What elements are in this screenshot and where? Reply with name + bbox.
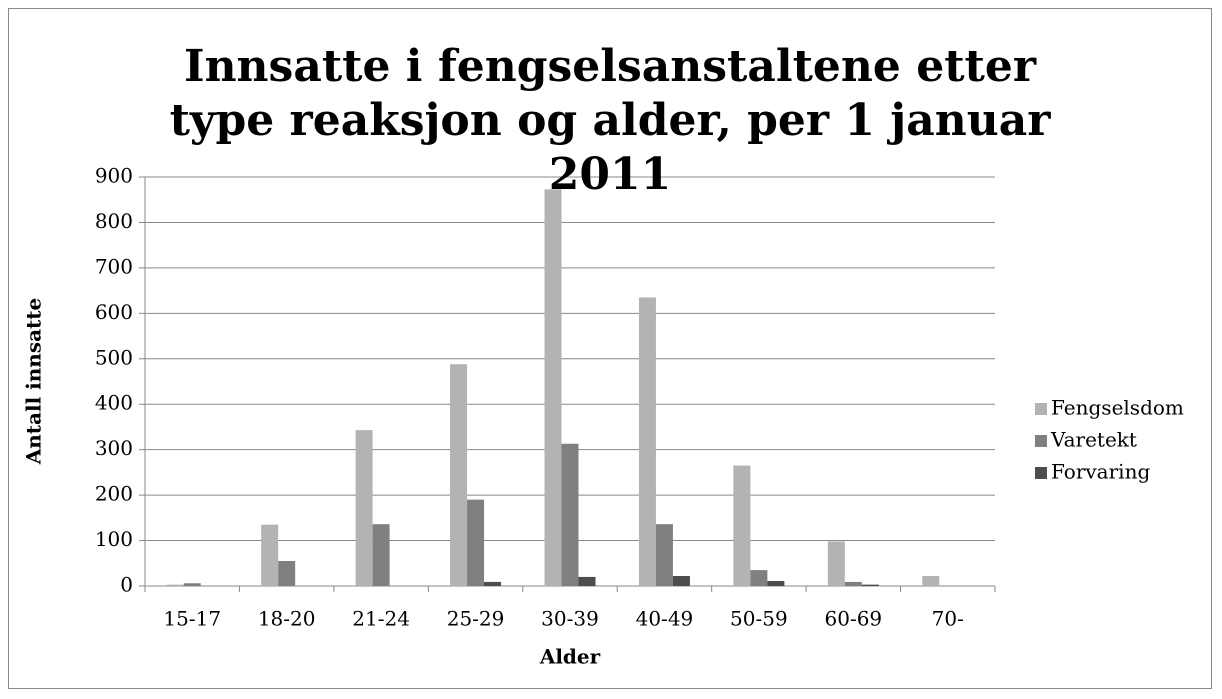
x-tick-label: 50-59	[730, 607, 788, 631]
bar	[750, 570, 768, 586]
bar	[638, 297, 656, 586]
x-tick-label: 40-49	[636, 607, 694, 631]
y-tick-label: 300	[95, 436, 133, 460]
bar	[767, 581, 785, 586]
bar	[372, 524, 390, 586]
legend-label: Forvaring	[1051, 460, 1150, 484]
bar	[261, 524, 279, 586]
y-tick-label: 100	[95, 527, 133, 551]
x-tick-label: 30-39	[541, 607, 599, 631]
bar	[561, 443, 579, 586]
y-tick-label: 700	[95, 254, 133, 278]
bar	[827, 541, 845, 586]
x-tick-label: 25-29	[447, 607, 505, 631]
bar	[578, 576, 596, 586]
bar	[166, 584, 184, 586]
bar	[467, 499, 485, 586]
x-tick-label: 70-	[932, 607, 964, 631]
x-tick-label: 15-17	[163, 607, 221, 631]
y-tick-label: 0	[120, 573, 133, 597]
y-tick-label: 600	[95, 300, 133, 324]
y-tick-label: 400	[95, 391, 133, 415]
bar	[655, 524, 673, 586]
legend-swatch	[1035, 403, 1047, 415]
legend-label: Varetekt	[1050, 428, 1137, 452]
chart-border	[8, 8, 1212, 689]
y-tick-label: 500	[95, 345, 133, 369]
legend-swatch	[1035, 435, 1047, 447]
legend-label: Fengselsdom	[1051, 396, 1184, 420]
y-tick-label: 200	[95, 482, 133, 506]
bar	[484, 581, 502, 586]
bar	[672, 576, 690, 586]
bar	[544, 189, 562, 586]
bar	[844, 581, 862, 586]
x-tick-label: 21-24	[352, 607, 410, 631]
y-axis-label: Antall innsatte	[22, 298, 46, 466]
chart-title: Innsatte i fengselsanstaltene etter type…	[169, 41, 1051, 200]
bar	[922, 576, 940, 586]
bar	[278, 561, 296, 586]
x-tick-label: 18-20	[258, 607, 316, 631]
bar	[355, 430, 373, 586]
bar	[450, 364, 468, 586]
bar	[733, 465, 751, 586]
y-tick-label: 800	[95, 209, 133, 233]
x-tick-label: 60-69	[825, 607, 883, 631]
bar	[183, 583, 201, 586]
x-axis-label: Alder	[539, 645, 601, 669]
legend-swatch	[1035, 467, 1047, 479]
bar	[861, 584, 879, 586]
y-tick-label: 900	[95, 164, 133, 188]
